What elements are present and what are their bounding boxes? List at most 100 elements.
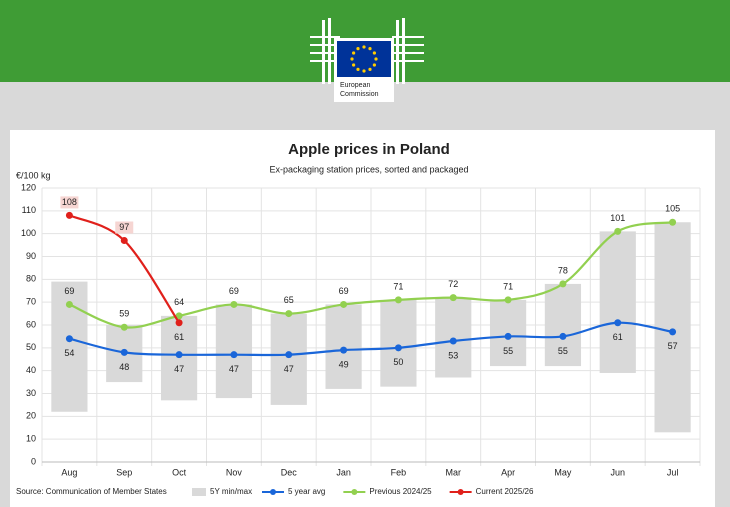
point: [669, 218, 677, 226]
point: [614, 319, 622, 327]
y-tick-label: 60: [26, 319, 36, 329]
y-tick-label: 20: [26, 411, 36, 421]
chart-panel: [10, 130, 715, 507]
y-tick-label: 40: [26, 365, 36, 375]
data-label: 105: [665, 204, 680, 214]
data-label: 71: [503, 281, 513, 291]
point: [175, 312, 183, 320]
star: [362, 45, 366, 49]
point: [230, 351, 238, 359]
range-bar: [270, 313, 307, 405]
range-bar: [654, 222, 691, 433]
point: [175, 319, 183, 327]
logo-text: European: [340, 82, 370, 89]
data-label: 101: [610, 213, 625, 223]
data-label: 53: [448, 350, 458, 360]
data-label: 97: [119, 222, 129, 232]
y-tick-label: 50: [26, 342, 36, 352]
source: Source: Communication of Member States: [16, 487, 167, 496]
x-tick-label: Jan: [336, 467, 351, 477]
logo: European Commission: [310, 18, 424, 102]
point: [285, 351, 293, 359]
y-tick-label: 80: [26, 274, 36, 284]
x-tick-label: May: [554, 467, 572, 477]
x-tick-label: Aug: [61, 467, 77, 477]
x-tick-label: Sep: [116, 467, 132, 477]
star: [372, 51, 376, 55]
data-label: 71: [393, 281, 403, 291]
data-label: 50: [393, 357, 403, 367]
y-tick-label: 110: [22, 205, 36, 215]
chart-subtitle: Ex-packaging station prices, sorted and …: [269, 164, 468, 174]
point: [394, 344, 402, 352]
data-label: 72: [448, 279, 458, 289]
star: [352, 51, 356, 55]
point: [230, 300, 238, 308]
point: [285, 310, 293, 318]
x-tick-label: Nov: [226, 467, 243, 477]
data-label: 49: [339, 359, 349, 369]
y-tick-label: 120: [21, 182, 36, 192]
y-tick-label: 10: [26, 434, 36, 444]
point: [504, 296, 512, 304]
point: [65, 300, 73, 308]
star: [352, 63, 356, 67]
point: [449, 337, 457, 345]
x-tick-label: Mar: [446, 467, 462, 477]
label-box: [115, 221, 134, 234]
y-tick-label: 100: [21, 228, 36, 238]
point: [175, 351, 183, 359]
point: [120, 323, 128, 331]
label-box: [60, 196, 79, 209]
legend-label: 5Y min/max: [210, 487, 252, 496]
data-label: 78: [558, 265, 568, 275]
data-label: 57: [668, 341, 678, 351]
data-label: 48: [119, 362, 129, 372]
y-tick-label: 90: [26, 251, 36, 261]
legend-label: 5 year avg: [288, 487, 325, 496]
data-label: 59: [119, 309, 129, 319]
point: [504, 332, 512, 340]
star: [350, 57, 354, 61]
data-label: 69: [229, 286, 239, 296]
range-bar: [380, 299, 417, 387]
point: [614, 227, 622, 235]
data-label: 61: [613, 332, 623, 342]
point: [340, 300, 348, 308]
y-tick-label: 70: [26, 297, 36, 307]
y-tick-label: 30: [26, 388, 36, 398]
star: [356, 67, 360, 71]
star: [368, 47, 372, 51]
point: [340, 346, 348, 354]
x-tick-label: Jul: [667, 467, 679, 477]
range-bar: [599, 231, 636, 373]
point: [120, 237, 128, 245]
point: [559, 332, 567, 340]
data-label: 69: [339, 286, 349, 296]
point: [65, 211, 73, 219]
data-label: 64: [174, 297, 184, 307]
data-label: 65: [284, 295, 294, 305]
legend-swatch: [457, 489, 464, 495]
y-axis-label: €/100 kg: [16, 170, 51, 180]
point: [669, 328, 677, 336]
y-tick-label: 0: [31, 456, 36, 466]
legend-swatch: [192, 488, 206, 496]
point: [559, 280, 567, 288]
point: [65, 335, 73, 343]
star: [372, 63, 376, 67]
chart-title: Apple prices in Poland: [288, 141, 450, 158]
x-tick-label: Oct: [172, 467, 187, 477]
series-line: [69, 321, 673, 357]
logo-text: Commission: [340, 91, 379, 98]
point: [449, 294, 457, 302]
legend-swatch: [351, 489, 358, 495]
point: [394, 296, 402, 304]
point: [120, 348, 128, 356]
x-tick-label: Feb: [391, 467, 407, 477]
data-label: 54: [64, 348, 74, 358]
data-label: 55: [558, 346, 568, 356]
data-label: 55: [503, 346, 513, 356]
